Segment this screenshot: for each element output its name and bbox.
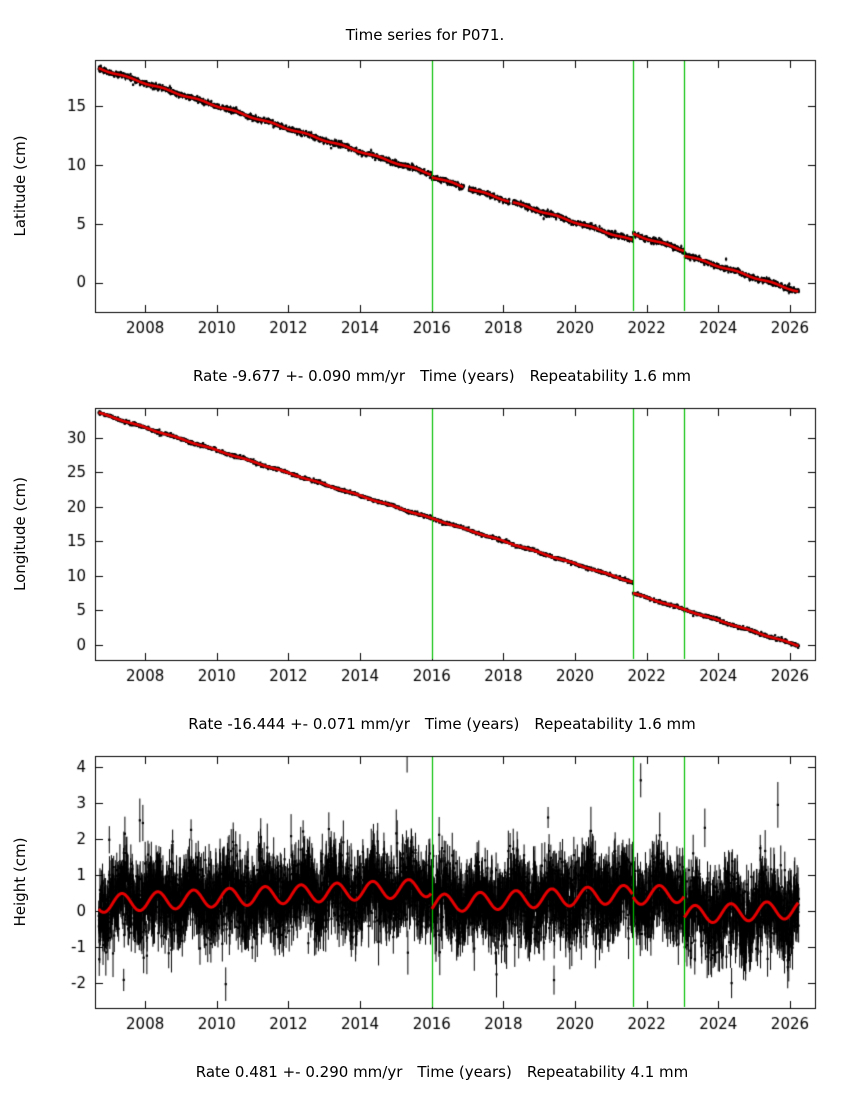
latitude-caption: Rate -9.677 +- 0.090 mm/yr Time (years) … [0,358,850,394]
height-plot-canvas [0,742,850,1054]
height-rate-label: Rate 0.481 +- 0.290 mm/yr [195,1063,403,1081]
page-title: Time series for P071. [345,26,505,44]
longitude-x-axis-label: Time (years) [424,715,520,733]
latitude-plot-canvas [0,46,850,358]
longitude-repeatability-label: Repeatability 1.6 mm [534,715,696,733]
latitude-rate-label: Rate -9.677 +- 0.090 mm/yr [193,367,406,385]
height-caption: Rate 0.481 +- 0.290 mm/yr Time (years) R… [0,1054,850,1090]
longitude-y-axis-label: Longitude (cm) [11,477,29,591]
height-x-axis-label: Time (years) [417,1063,512,1081]
height-repeatability-label: Repeatability 4.1 mm [526,1063,689,1081]
height-y-axis-label: Height (cm) [11,837,29,927]
panel-height: Height (cm) Rate 0.481 +- 0.290 mm/yr Ti… [0,742,850,1090]
longitude-rate-label: Rate -16.444 +- 0.071 mm/yr [188,715,410,733]
latitude-repeatability-label: Repeatability 1.6 mm [529,367,691,385]
latitude-x-axis-label: Time (years) [420,367,515,385]
longitude-plot-canvas [0,394,850,706]
longitude-caption: Rate -16.444 +- 0.071 mm/yr Time (years)… [0,706,850,742]
panel-latitude: Latitude (cm) Rate -9.677 +- 0.090 mm/yr… [0,46,850,394]
panel-longitude: Longitude (cm) Rate -16.444 +- 0.071 mm/… [0,394,850,742]
latitude-y-axis-label: Latitude (cm) [11,135,29,237]
